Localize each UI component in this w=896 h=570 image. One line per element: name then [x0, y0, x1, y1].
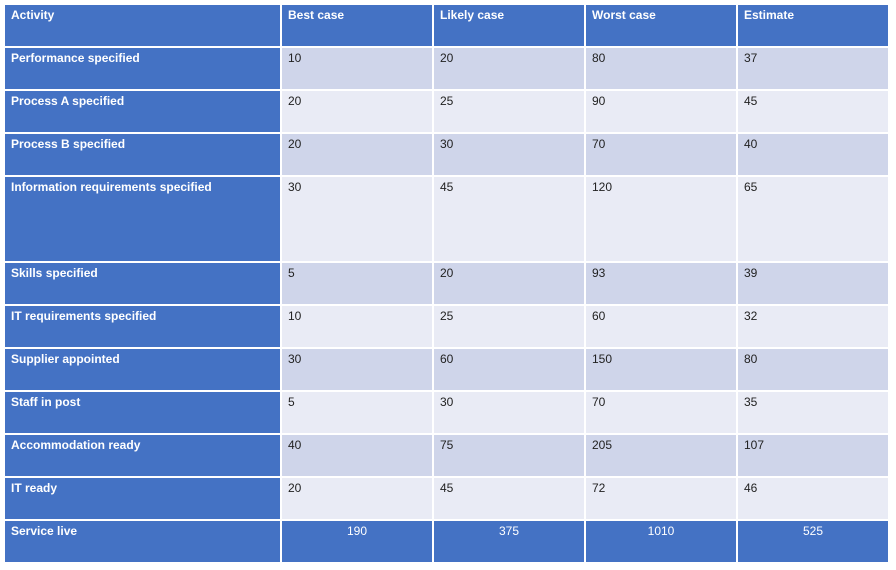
worst-case-cell: 72 — [586, 478, 736, 519]
likely-case-cell: 20 — [434, 263, 584, 304]
estimate-cell: 32 — [738, 306, 888, 347]
activity-cell: Performance specified — [5, 48, 280, 89]
table-row: Process B specified 20 30 70 40 — [5, 134, 888, 175]
activity-cell: Supplier appointed — [5, 349, 280, 390]
activity-cell: Skills specified — [5, 263, 280, 304]
table-row: IT requirements specified 10 25 60 32 — [5, 306, 888, 347]
best-case-cell: 5 — [282, 392, 432, 433]
header-activity: Activity — [5, 5, 280, 46]
best-case-cell: 20 — [282, 478, 432, 519]
header-row: Activity Best case Likely case Worst cas… — [5, 5, 888, 46]
header-estimate: Estimate — [738, 5, 888, 46]
activity-cell: Staff in post — [5, 392, 280, 433]
activity-cell: Process B specified — [5, 134, 280, 175]
estimate-cell: 40 — [738, 134, 888, 175]
best-case-cell: 10 — [282, 48, 432, 89]
likely-case-cell: 45 — [434, 478, 584, 519]
total-best-case: 190 — [282, 521, 432, 562]
estimates-table: Activity Best case Likely case Worst cas… — [3, 3, 890, 564]
worst-case-cell: 70 — [586, 392, 736, 433]
likely-case-cell: 75 — [434, 435, 584, 476]
table-row: Information requirements specified 30 45 12… — [5, 177, 888, 261]
table-row: Accommodation ready 40 75 205 107 — [5, 435, 888, 476]
total-row: Service live 190 375 1010 525 — [5, 521, 888, 562]
worst-case-cell: 93 — [586, 263, 736, 304]
table-row: Process A specified 20 25 90 45 — [5, 91, 888, 132]
activity-cell: Process A specified — [5, 91, 280, 132]
best-case-cell: 10 — [282, 306, 432, 347]
activity-cell: IT ready — [5, 478, 280, 519]
estimate-cell: 46 — [738, 478, 888, 519]
header-best-case: Best case — [282, 5, 432, 46]
table-row: Staff in post 5 30 70 35 — [5, 392, 888, 433]
likely-case-cell: 30 — [434, 392, 584, 433]
best-case-cell: 30 — [282, 177, 432, 261]
table-row: Skills specified 5 20 93 39 — [5, 263, 888, 304]
activity-cell: IT requirements specified — [5, 306, 280, 347]
worst-case-cell: 205 — [586, 435, 736, 476]
worst-case-cell: 60 — [586, 306, 736, 347]
worst-case-cell: 150 — [586, 349, 736, 390]
header-worst-case: Worst case — [586, 5, 736, 46]
likely-case-cell: 30 — [434, 134, 584, 175]
likely-case-cell: 25 — [434, 91, 584, 132]
estimate-cell: 65 — [738, 177, 888, 261]
worst-case-cell: 120 — [586, 177, 736, 261]
best-case-cell: 20 — [282, 91, 432, 132]
estimate-cell: 80 — [738, 349, 888, 390]
likely-case-cell: 60 — [434, 349, 584, 390]
best-case-cell: 5 — [282, 263, 432, 304]
estimate-cell: 37 — [738, 48, 888, 89]
estimate-cell: 39 — [738, 263, 888, 304]
estimate-cell: 107 — [738, 435, 888, 476]
worst-case-cell: 80 — [586, 48, 736, 89]
activity-cell: Accommodation ready — [5, 435, 280, 476]
total-worst-case: 1010 — [586, 521, 736, 562]
best-case-cell: 20 — [282, 134, 432, 175]
worst-case-cell: 90 — [586, 91, 736, 132]
estimate-cell: 45 — [738, 91, 888, 132]
table-row: IT ready 20 45 72 46 — [5, 478, 888, 519]
activity-cell: Information requirements specified — [5, 177, 280, 261]
worst-case-cell: 70 — [586, 134, 736, 175]
likely-case-cell: 20 — [434, 48, 584, 89]
total-estimate: 525 — [738, 521, 888, 562]
table-row: Supplier appointed 30 60 150 80 — [5, 349, 888, 390]
best-case-cell: 40 — [282, 435, 432, 476]
best-case-cell: 30 — [282, 349, 432, 390]
likely-case-cell: 25 — [434, 306, 584, 347]
table-row: Performance specified 10 20 80 37 — [5, 48, 888, 89]
header-likely-case: Likely case — [434, 5, 584, 46]
total-label: Service live — [5, 521, 280, 562]
total-likely-case: 375 — [434, 521, 584, 562]
likely-case-cell: 45 — [434, 177, 584, 261]
estimate-cell: 35 — [738, 392, 888, 433]
